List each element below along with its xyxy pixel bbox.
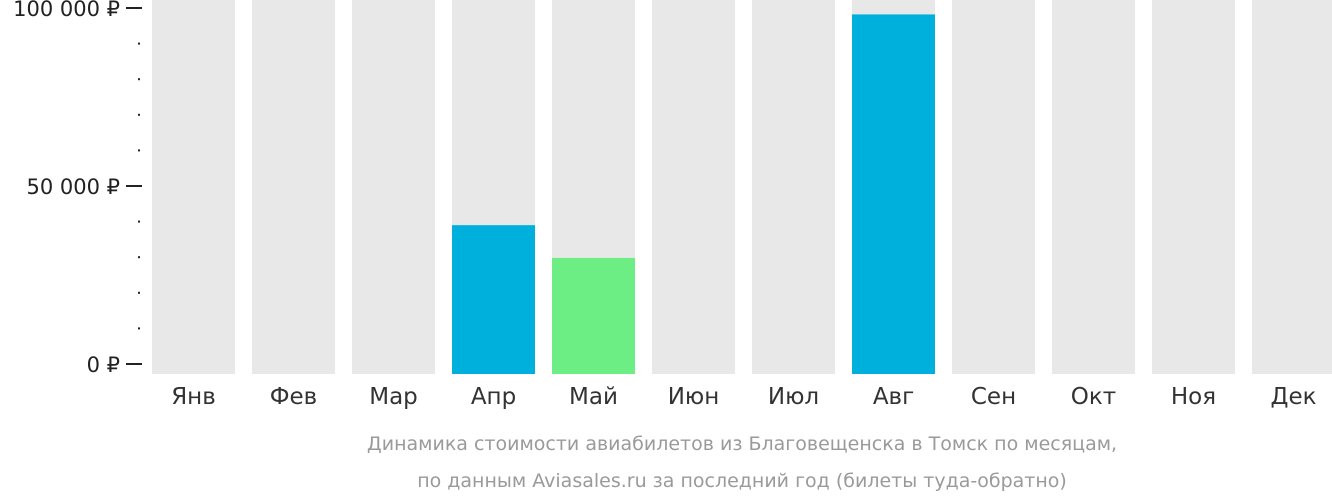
bar-background-2 [252, 0, 335, 374]
bar-5[interactable] [552, 257, 635, 374]
bar-background-7 [752, 0, 835, 374]
x-tick-label-1: Янв [171, 384, 216, 410]
x-tick-label-8: Авг [873, 384, 914, 410]
y-tick-label-2: 50 000 ₽ [26, 175, 120, 199]
x-tick-label-5: Май [569, 384, 618, 410]
x-tick-label-9: Сен [971, 384, 1016, 410]
x-tick-label-4: Апр [471, 384, 516, 410]
bar-background-3 [352, 0, 435, 374]
bar-background-1 [152, 0, 235, 374]
x-tick-label-12: Дек [1270, 384, 1316, 410]
x-tick-label-3: Мар [369, 384, 418, 410]
bar-background-10 [1052, 0, 1135, 374]
bar-background-9 [952, 0, 1035, 374]
chart-caption-line-1: Динамика стоимости авиабилетов из Благов… [367, 433, 1117, 455]
x-tick-label-6: Июн [668, 384, 720, 410]
bar-background-12 [1252, 0, 1332, 374]
bar-background-11 [1152, 0, 1235, 374]
bar-background-6 [652, 0, 735, 374]
chart-caption-line-2: по данным Aviasales.ru за последний год … [417, 470, 1067, 492]
x-tick-label-11: Ноя [1171, 384, 1216, 410]
bar-4[interactable] [452, 225, 535, 374]
x-tick-label-7: Июл [768, 384, 819, 410]
y-tick-label-1: 0 ₽ [87, 353, 120, 377]
x-tick-label-10: Окт [1071, 384, 1116, 410]
y-tick-label-3: 100 000 ₽ [13, 0, 120, 21]
bar-8[interactable] [852, 14, 935, 375]
x-tick-label-2: Фев [270, 384, 318, 410]
